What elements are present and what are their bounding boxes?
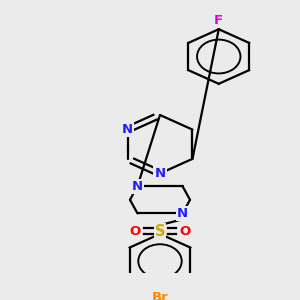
Text: N: N <box>132 180 143 193</box>
Text: N: N <box>154 167 166 180</box>
Text: F: F <box>214 14 223 27</box>
Text: N: N <box>177 207 188 220</box>
Text: O: O <box>129 225 141 239</box>
Text: S: S <box>155 224 165 239</box>
Text: N: N <box>122 123 133 136</box>
Text: O: O <box>179 225 191 239</box>
Text: Br: Br <box>152 291 168 300</box>
